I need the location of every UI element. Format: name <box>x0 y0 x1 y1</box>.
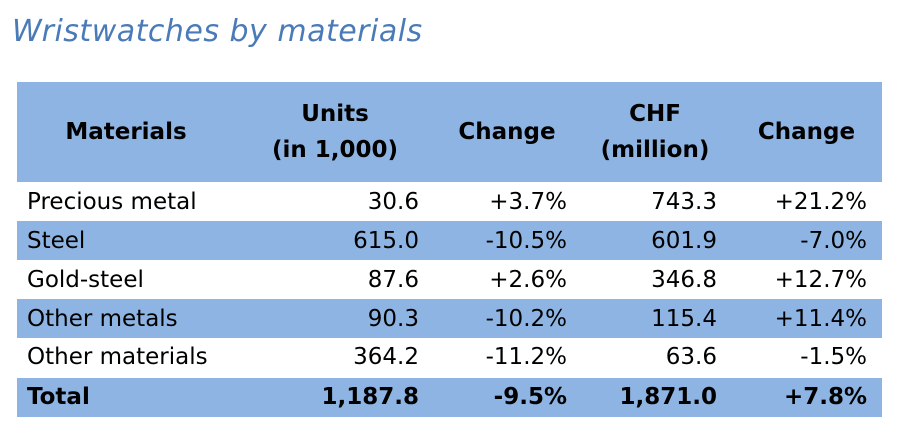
chf-change-value: -1.5% <box>800 344 867 371</box>
header-units-line1: Units <box>301 101 369 127</box>
header-chf-line1: CHF <box>629 101 681 127</box>
total-row: Total 1,187.8 -9.5% 1,871.0 +7.8% <box>17 376 882 417</box>
units-change-value: -10.2% <box>485 305 567 332</box>
header-units-line2: (in 1,000) <box>271 137 399 163</box>
header-materials-label: Materials <box>65 119 187 145</box>
material-name: Precious metal <box>27 188 197 215</box>
total-chf-change-value: +7.8% <box>731 376 882 417</box>
chf-value: 601.9 <box>651 227 717 254</box>
total-chf-value: 1,871.0 <box>579 376 731 417</box>
page-title: Wristwatches by materials <box>12 14 423 49</box>
material-name: Gold-steel <box>27 266 144 293</box>
chf-value: 63.6 <box>665 344 717 371</box>
header-chf-line2: (million) <box>600 137 710 163</box>
table-row: Gold-steel 87.6 +2.6% 346.8 +12.7% <box>17 260 882 299</box>
units-value: 615.0 <box>353 227 419 254</box>
units-value: 30.6 <box>367 188 419 215</box>
table-row: Steel 615.0 -10.5% 601.9 -7.0% <box>17 221 882 260</box>
chf-change-value: +11.4% <box>774 305 867 332</box>
header-units: Units (in 1,000) <box>235 82 435 182</box>
units-change-value: -10.5% <box>485 227 567 254</box>
units-change-value: +3.7% <box>489 188 567 215</box>
units-value: 364.2 <box>353 344 419 371</box>
total-label: Total <box>17 376 235 417</box>
material-name: Other materials <box>27 344 208 371</box>
chf-value: 743.3 <box>651 188 717 215</box>
units-value: 87.6 <box>367 266 419 293</box>
total-units-change-value: -9.5% <box>435 376 579 417</box>
materials-table: Materials Units (in 1,000) Change CHF (m… <box>17 82 882 417</box>
material-name: Other metals <box>27 305 178 332</box>
header-chf: CHF (million) <box>579 82 731 182</box>
chf-value: 346.8 <box>651 266 717 293</box>
units-value: 90.3 <box>367 305 419 332</box>
header-chf-change: Change <box>731 82 882 182</box>
header-change2-label: Change <box>757 119 856 145</box>
chf-change-value: -7.0% <box>800 227 867 254</box>
material-name: Steel <box>27 227 86 254</box>
units-change-value: +2.6% <box>489 266 567 293</box>
table-header: Materials Units (in 1,000) Change CHF (m… <box>17 82 882 182</box>
header-change1-label: Change <box>458 119 556 145</box>
header-units-change: Change <box>435 82 579 182</box>
header-row: Materials Units (in 1,000) Change CHF (m… <box>17 82 882 182</box>
units-change-value: -11.2% <box>485 344 567 371</box>
chf-change-value: +12.7% <box>774 266 867 293</box>
total-units-value: 1,187.8 <box>235 376 435 417</box>
table-row: Other materials 364.2 -11.2% 63.6 -1.5% <box>17 338 882 377</box>
table-row: Other metals 90.3 -10.2% 115.4 +11.4% <box>17 299 882 338</box>
chf-change-value: +21.2% <box>774 188 867 215</box>
header-materials: Materials <box>17 82 235 182</box>
table-row: Precious metal 30.6 +3.7% 743.3 +21.2% <box>17 182 882 221</box>
chf-value: 115.4 <box>651 305 717 332</box>
